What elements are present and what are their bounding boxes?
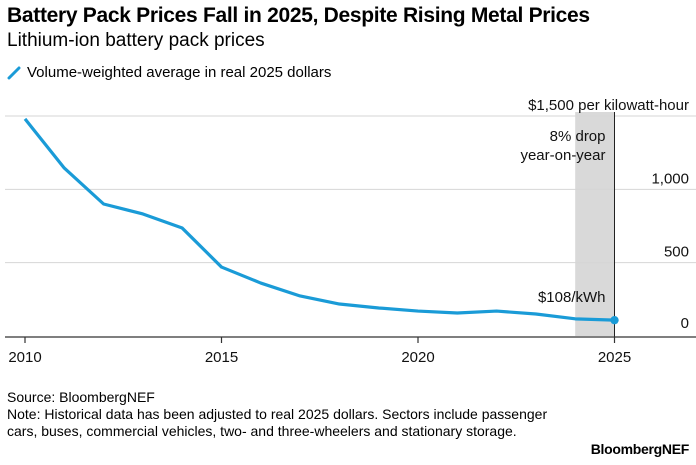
y-tick-label: 1,000 xyxy=(651,170,689,187)
end-point-marker xyxy=(610,315,619,325)
footer: Source: BloombergNEF Note: Historical da… xyxy=(7,389,567,440)
annotation-drop: 8% drop xyxy=(550,128,606,145)
legend-swatch-icon xyxy=(7,66,21,79)
x-tick-label: 2015 xyxy=(205,349,238,366)
y-tick-label: 500 xyxy=(664,244,689,261)
x-tick-label: 2025 xyxy=(598,349,631,366)
chart-title: Battery Pack Prices Fall in 2025, Despit… xyxy=(7,4,590,27)
annotation-drop: year-on-year xyxy=(520,147,605,164)
brand-logo: BloombergNEF xyxy=(590,441,690,457)
x-tick-label: 2010 xyxy=(8,349,41,366)
y-tick-label: 0 xyxy=(681,315,689,332)
chart-plot: 2010 2015 2020 2025 0 500 1,000 $1,500 per kilo… xyxy=(5,97,696,366)
annotation-latest-price: $108/kWh xyxy=(538,289,606,306)
highlight-band xyxy=(575,112,615,336)
legend-label: Volume-weighted average in real 2025 dol… xyxy=(27,64,332,81)
y-tick-label: $1,500 per kilowatt-hour xyxy=(528,97,689,114)
x-tick-label: 2020 xyxy=(401,349,434,366)
legend: Volume-weighted average in real 2025 dol… xyxy=(7,64,331,81)
chart-subtitle: Lithium-ion battery pack prices xyxy=(7,30,265,51)
note-text: Note: Historical data has been adjusted … xyxy=(7,406,548,439)
source-text: Source: BloombergNEF xyxy=(7,389,155,405)
series-line xyxy=(23,117,615,322)
